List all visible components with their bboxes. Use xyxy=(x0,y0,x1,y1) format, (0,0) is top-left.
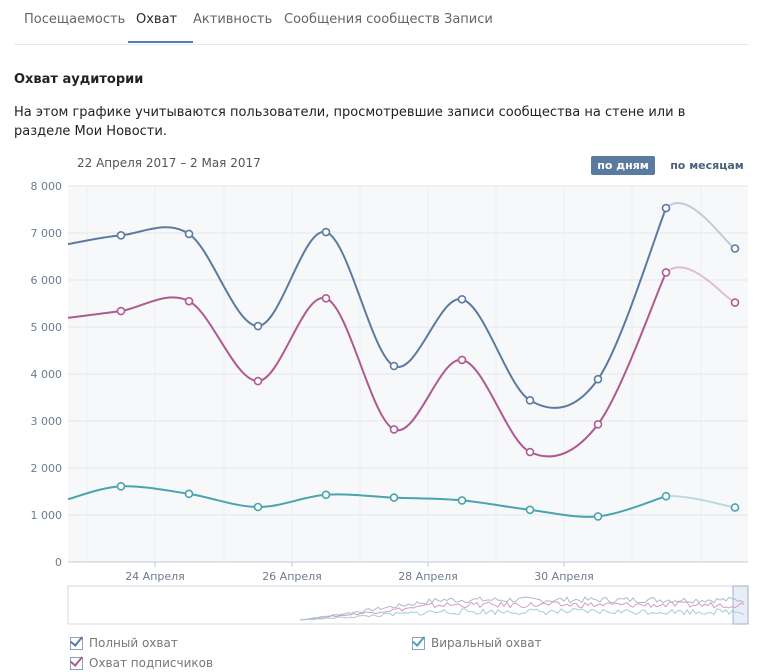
tab-bar: Посещаемость Охват Активность Сообщения … xyxy=(14,0,749,45)
data-point[interactable] xyxy=(525,505,535,515)
navigator-line xyxy=(299,596,745,621)
section-description: На этом графике учитываются пользователи… xyxy=(14,105,686,139)
series-line-partial xyxy=(665,202,736,250)
data-point[interactable] xyxy=(184,296,194,306)
series-line-partial xyxy=(665,266,736,304)
data-point[interactable] xyxy=(184,229,194,239)
data-point[interactable] xyxy=(661,203,671,213)
tab-community-messages[interactable]: Сообщения сообществ xyxy=(284,12,440,27)
y-tick-label: 3 000 xyxy=(31,415,63,428)
legend-viral-reach[interactable]: Виральный охват xyxy=(411,632,542,650)
data-point[interactable] xyxy=(116,306,126,316)
check-icon xyxy=(411,632,426,647)
navigator-line xyxy=(299,608,745,621)
check-icon xyxy=(69,652,84,667)
x-tick-label: 28 Апреля xyxy=(398,570,458,583)
data-point[interactable] xyxy=(525,396,535,405)
data-point[interactable] xyxy=(321,294,331,303)
data-point[interactable] xyxy=(730,503,740,512)
y-tick-label: 8 000 xyxy=(31,180,63,193)
data-point[interactable] xyxy=(661,268,671,277)
data-point[interactable] xyxy=(116,482,126,491)
data-point[interactable] xyxy=(661,491,671,501)
checkbox-subscribers-reach[interactable] xyxy=(69,652,84,670)
data-point[interactable] xyxy=(389,425,399,434)
y-tick-label: 2 000 xyxy=(31,462,63,475)
data-point[interactable] xyxy=(593,419,603,429)
x-tick-label: 24 Апреля xyxy=(125,570,185,583)
legend-full-reach-label: Полный охват xyxy=(89,636,178,650)
data-point[interactable] xyxy=(389,493,399,502)
data-point[interactable] xyxy=(730,244,740,253)
legend-subscribers-reach[interactable]: Охват подписчиков xyxy=(69,652,214,670)
reach-chart: 0 1 000 2 000 3 000 4 000 5 000 6 000 7 000 8 00… xyxy=(31,180,749,625)
legend-full-reach[interactable]: Полный охват xyxy=(69,632,178,650)
data-point[interactable] xyxy=(525,447,535,457)
x-tick-label: 30 Апреля xyxy=(534,570,594,583)
y-tick-label: 5 000 xyxy=(31,321,63,334)
data-point[interactable] xyxy=(184,489,194,499)
tab-posts[interactable]: Записи xyxy=(444,12,493,27)
data-point[interactable] xyxy=(116,231,126,240)
x-tick-label: 26 Апреля xyxy=(262,570,322,583)
y-tick-label: 6 000 xyxy=(31,274,63,287)
data-point[interactable] xyxy=(730,298,740,307)
series-line xyxy=(67,485,667,518)
tab-reach[interactable]: Охват xyxy=(136,12,178,27)
by-days-button[interactable]: по дням xyxy=(591,156,655,175)
data-point[interactable] xyxy=(253,376,263,386)
y-tick-label: 1 000 xyxy=(31,509,63,522)
legend-viral-reach-label: Виральный охват xyxy=(431,636,542,650)
data-point[interactable] xyxy=(457,355,467,365)
by-months-button[interactable]: по месяцам xyxy=(670,159,744,172)
y-tick-label: 7 000 xyxy=(31,227,63,240)
data-point[interactable] xyxy=(253,321,263,331)
data-point[interactable] xyxy=(321,227,331,237)
y-tick-label: 4 000 xyxy=(31,368,63,381)
data-point[interactable] xyxy=(321,490,331,500)
checkbox-full-reach[interactable] xyxy=(69,632,84,650)
active-tab-indicator xyxy=(128,41,193,43)
date-range-label: 22 Апреля 2017 – 2 Мая 2017 xyxy=(77,156,261,170)
section-title: Охват аудитории xyxy=(14,72,144,87)
data-point[interactable] xyxy=(457,496,467,505)
tab-attendance[interactable]: Посещаемость xyxy=(24,12,126,27)
tab-activity[interactable]: Активность xyxy=(193,12,273,27)
legend-subscribers-reach-label: Охват подписчиков xyxy=(89,656,214,670)
navigator-line xyxy=(299,601,745,621)
checkbox-viral-reach[interactable] xyxy=(411,632,426,650)
data-point[interactable] xyxy=(253,502,263,512)
navigator-range-handle[interactable] xyxy=(732,585,749,625)
data-point[interactable] xyxy=(389,361,399,371)
data-point[interactable] xyxy=(593,374,603,384)
data-point[interactable] xyxy=(593,512,603,521)
y-tick-label: 0 xyxy=(55,556,62,569)
check-icon xyxy=(69,632,84,647)
data-point[interactable] xyxy=(457,294,467,304)
